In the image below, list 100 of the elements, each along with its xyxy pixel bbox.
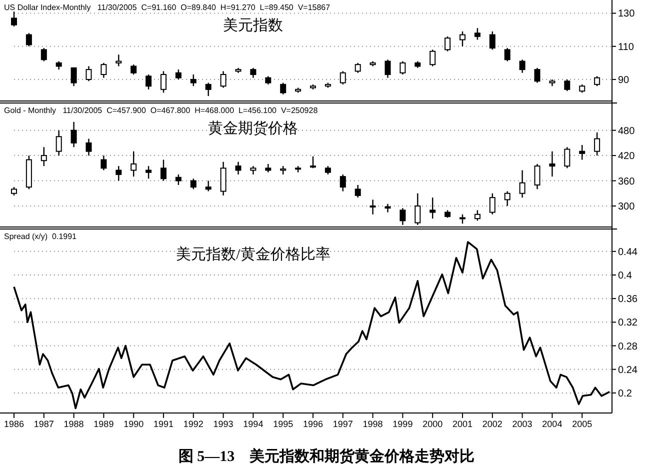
candlestick xyxy=(26,32,32,47)
candlestick xyxy=(130,64,137,76)
x-tick-label: 1995 xyxy=(273,419,294,429)
x-tick-label: 2002 xyxy=(482,419,502,429)
candlestick xyxy=(489,30,496,50)
y-tick-label: 0.28 xyxy=(618,341,638,352)
candlestick xyxy=(519,170,526,198)
candlestick xyxy=(444,36,451,52)
candlestick xyxy=(430,49,436,67)
candlestick xyxy=(549,150,556,178)
x-tick-label: 1990 xyxy=(124,419,144,429)
x-tick-label: 1988 xyxy=(64,419,84,429)
candlestick xyxy=(86,138,92,156)
text: 美元指数 xyxy=(223,17,284,34)
candlestick xyxy=(564,78,570,92)
candlestick xyxy=(175,174,182,186)
x-tick-label: 1986 xyxy=(4,419,24,429)
x-tick-label: 1987 xyxy=(34,419,54,429)
candlestick xyxy=(11,10,17,28)
candlestick xyxy=(116,54,122,67)
candlestick xyxy=(70,67,77,87)
candlestick xyxy=(70,121,77,148)
caption: 图 5—13 美元指数和期货黄金价格走势对比 xyxy=(178,447,475,465)
y-tick-label: 0.2 xyxy=(618,388,632,400)
candlestick xyxy=(86,66,92,82)
x-tick-label: 1999 xyxy=(392,419,413,429)
candlestick xyxy=(340,70,346,86)
candlestick xyxy=(190,178,196,190)
candlestick xyxy=(235,161,242,176)
y-tick-label: 360 xyxy=(618,176,636,188)
x-tick-label: 1996 xyxy=(302,419,324,429)
x-tick-label: 1993 xyxy=(213,419,234,429)
candlestick xyxy=(504,190,510,207)
candlestick xyxy=(460,30,466,47)
text: 美元指数/黄金价格比率 xyxy=(176,246,330,263)
chart-title: Gold - Monthly 11/30/2005 C=457.900 O=467.800 H=468.000 L=456.100 V=250928 xyxy=(4,106,318,115)
y-tick-label: 90 xyxy=(618,74,630,86)
candlestick xyxy=(40,146,47,167)
candlestick xyxy=(130,150,137,178)
candlestick xyxy=(175,68,182,80)
candlestick xyxy=(534,163,540,190)
x-tick-label: 1989 xyxy=(94,419,114,429)
chart-title: Spread (x/y) 0.1991 xyxy=(4,232,78,241)
candlestick xyxy=(220,70,226,88)
candlestick xyxy=(100,62,107,78)
candlestick xyxy=(400,60,406,76)
x-tick-label: 2001 xyxy=(452,419,473,429)
x-tick-label: 2000 xyxy=(422,419,443,429)
y-tick-label: 420 xyxy=(618,151,636,162)
candlestick xyxy=(205,82,212,97)
candlestick xyxy=(116,165,122,182)
candlestick xyxy=(146,74,152,90)
y-tick-label: 110 xyxy=(618,42,634,53)
candlestick xyxy=(146,165,152,180)
candlestick xyxy=(100,154,107,171)
x-tick-label: 2003 xyxy=(512,419,532,429)
y-tick-label: 300 xyxy=(618,201,636,212)
candlestick xyxy=(489,192,496,215)
candlestick xyxy=(384,203,391,213)
x-tick-label: 2004 xyxy=(542,419,562,429)
x-tick-label: 1994 xyxy=(243,419,264,429)
candlestick xyxy=(594,76,600,87)
x-tick-label: 1997 xyxy=(332,419,353,429)
candlestick xyxy=(460,214,466,224)
candlestick xyxy=(160,70,166,94)
x-tick-label: 2005 xyxy=(572,419,592,429)
candlestick xyxy=(354,184,361,198)
candlestick xyxy=(594,132,600,156)
candlestick xyxy=(40,47,47,62)
candlestick xyxy=(579,144,586,160)
candlestick xyxy=(354,62,361,74)
x-tick-label: 1998 xyxy=(362,419,383,429)
y-tick-label: 130 xyxy=(618,8,636,20)
candlestick xyxy=(519,59,526,74)
y-tick-label: 480 xyxy=(618,126,636,137)
chart-title: US Dollar Index-Monthly 11/30/2005 C=91.160 O=89.840 H=91.270 L=89.450 V=15867 xyxy=(4,3,331,12)
candlestick xyxy=(56,130,62,156)
y-tick-label: 0.32 xyxy=(618,318,638,329)
candlestick xyxy=(370,199,376,215)
candlestick xyxy=(310,156,316,169)
y-tick-label: 0.4 xyxy=(618,270,632,282)
candlestick xyxy=(220,161,226,196)
candlestick xyxy=(160,159,166,182)
text: 黄金期货价格 xyxy=(208,120,298,137)
candlestick xyxy=(280,82,286,95)
y-tick-label: 0.24 xyxy=(618,364,638,376)
candlestick xyxy=(564,146,570,169)
candlestick xyxy=(474,28,480,40)
candlestick xyxy=(190,74,196,87)
x-tick-label: 1991 xyxy=(153,419,174,429)
candlestick xyxy=(430,196,436,220)
x-tick-label: 1992 xyxy=(183,419,204,429)
candlestick xyxy=(504,47,510,62)
candlestick xyxy=(474,210,480,222)
candlestick xyxy=(340,174,346,192)
y-tick-label: 0.44 xyxy=(618,246,638,258)
candlestick xyxy=(384,59,391,78)
y-tick-label: 0.36 xyxy=(618,294,638,306)
candlestick xyxy=(534,67,540,84)
candlestick xyxy=(205,180,212,192)
